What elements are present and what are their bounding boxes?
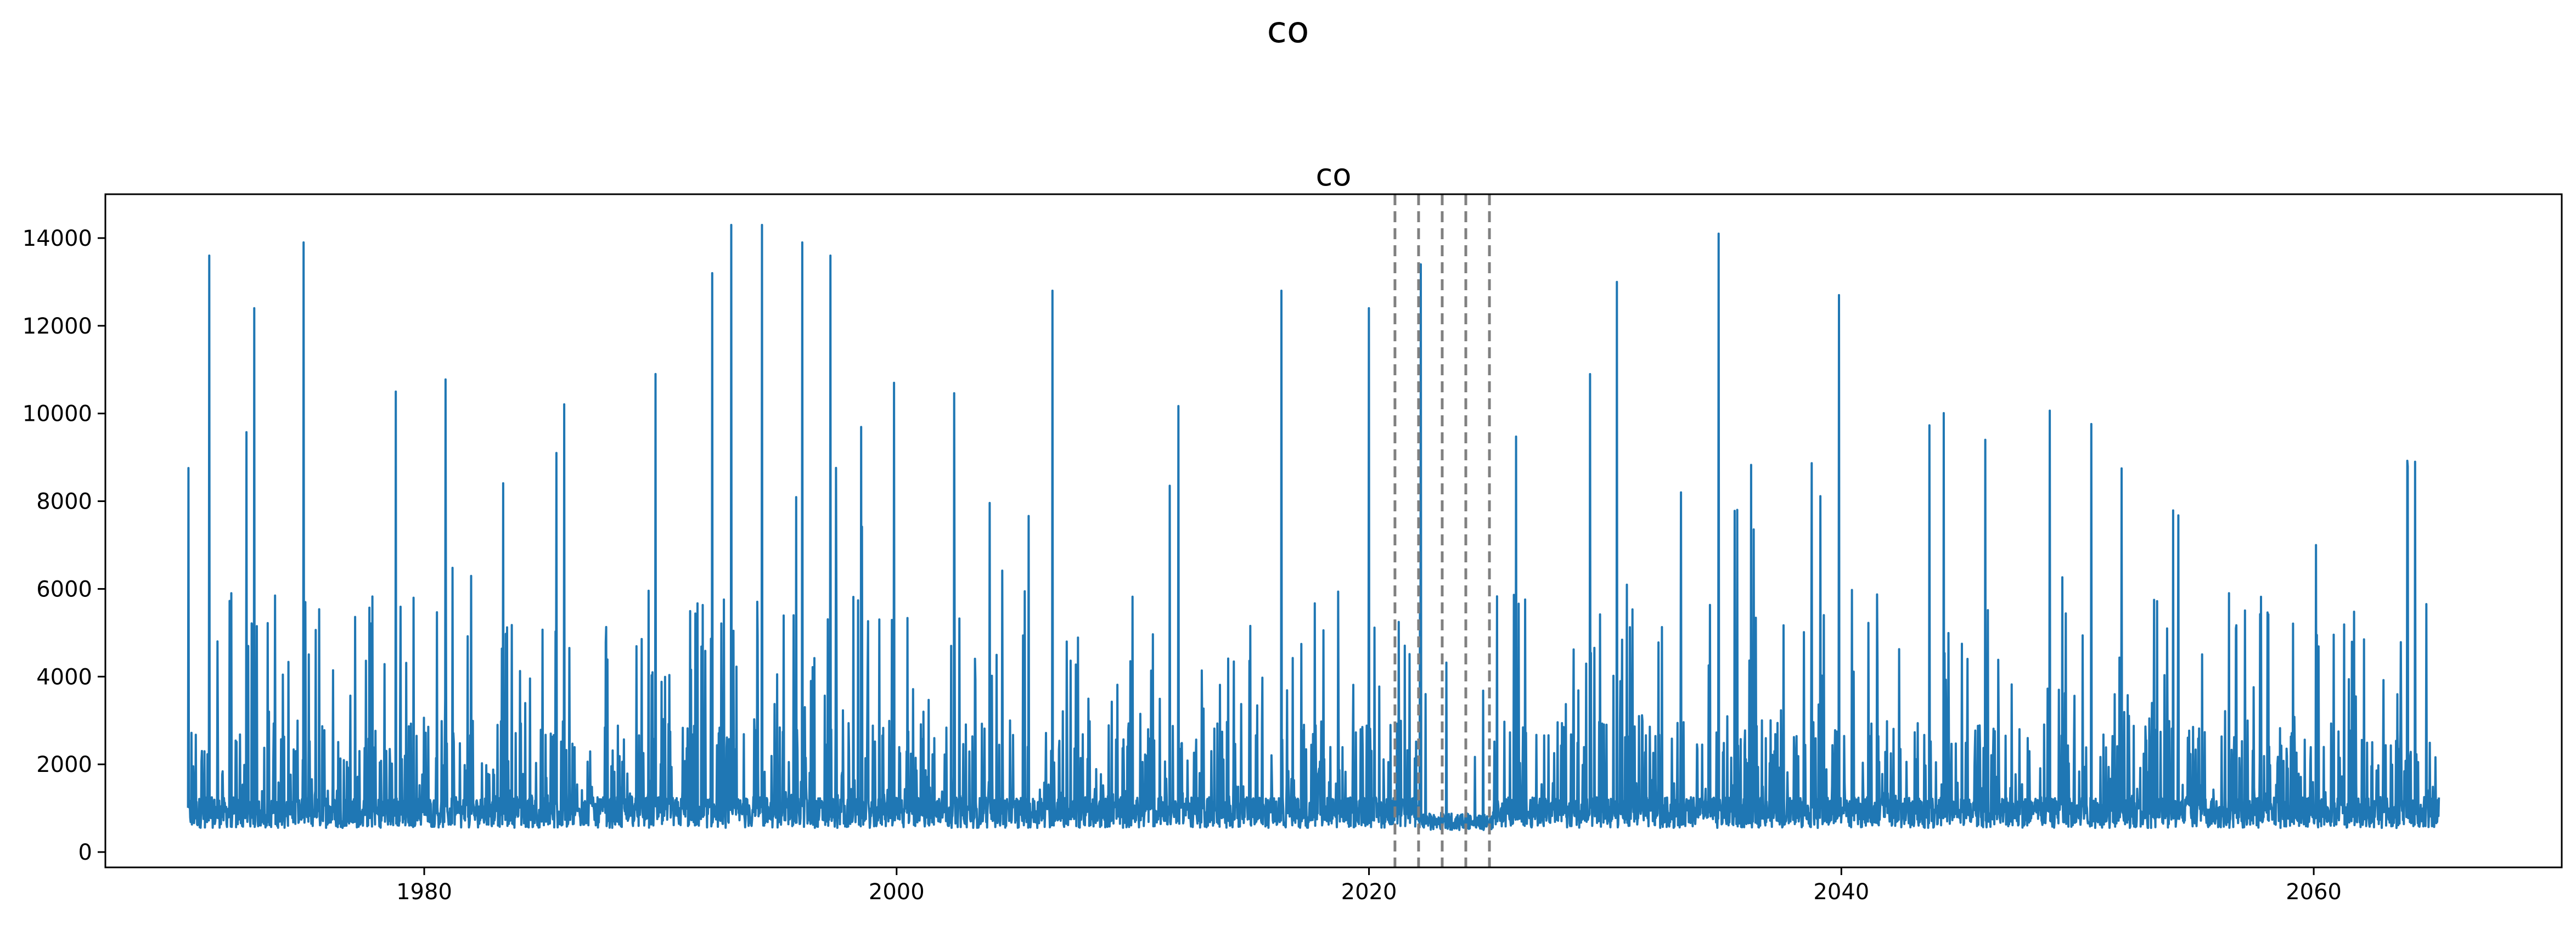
- axes-title: co: [1315, 157, 1351, 193]
- y-tick-label: 12000: [23, 314, 92, 339]
- y-tick-label: 4000: [36, 664, 92, 690]
- figure-title: co: [1267, 9, 1309, 51]
- y-tick-label: 6000: [36, 577, 92, 602]
- y-tick-label: 2000: [36, 752, 92, 777]
- x-tick-label: 2060: [2286, 879, 2342, 905]
- y-tick-label: 10000: [23, 402, 92, 427]
- x-tick-label: 2020: [1341, 879, 1397, 905]
- plot-frame: [104, 193, 2563, 868]
- x-axis: 1980 2000 2020 2040 2060: [396, 867, 2342, 905]
- x-tick-label: 1980: [396, 879, 452, 905]
- x-tick-label: 2000: [869, 879, 925, 905]
- vertical-lines-layer: [1393, 194, 1491, 867]
- y-tick-label: 14000: [23, 226, 92, 251]
- y-tick-label: 0: [78, 840, 92, 865]
- x-tick-label: 2040: [1813, 879, 1869, 905]
- y-tick-label: 8000: [36, 489, 92, 515]
- co-series-line: [187, 224, 2440, 831]
- y-axis: 0 2000 4000 6000 8000 10000 12000 14000: [23, 226, 105, 865]
- series-layer: [187, 224, 2440, 831]
